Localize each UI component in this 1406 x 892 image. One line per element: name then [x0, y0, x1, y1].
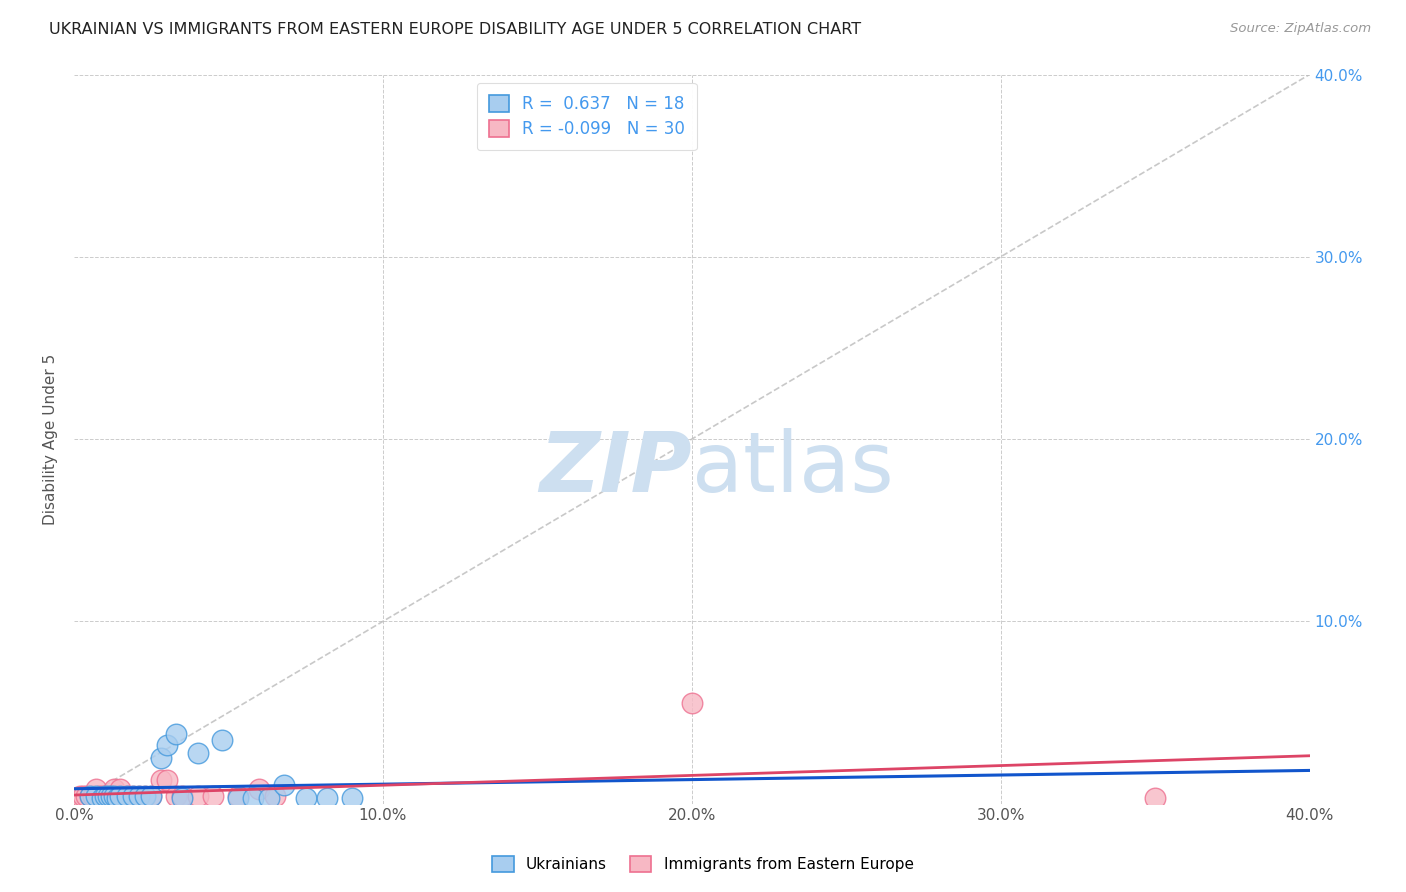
Point — [103, 782, 125, 797]
Point — [242, 791, 264, 805]
Text: UKRAINIAN VS IMMIGRANTS FROM EASTERN EUROPE DISABILITY AGE UNDER 5 CORRELATION C: UKRAINIAN VS IMMIGRANTS FROM EASTERN EUR… — [49, 22, 862, 37]
Point — [84, 782, 107, 797]
Point — [121, 789, 143, 804]
Point — [134, 789, 156, 804]
Point — [82, 789, 104, 804]
Point — [87, 789, 110, 804]
Point — [681, 697, 703, 711]
Point — [115, 789, 138, 804]
Point — [100, 789, 122, 804]
Point — [156, 772, 179, 787]
Point — [156, 739, 179, 753]
Point — [226, 791, 249, 805]
Point — [69, 789, 91, 804]
Point — [149, 772, 172, 787]
Point — [316, 791, 339, 805]
Point — [97, 789, 120, 804]
Legend: R =  0.637   N = 18, R = -0.099   N = 30: R = 0.637 N = 18, R = -0.099 N = 30 — [477, 83, 696, 150]
Text: Source: ZipAtlas.com: Source: ZipAtlas.com — [1230, 22, 1371, 36]
Point — [90, 791, 112, 805]
Point — [340, 791, 363, 805]
Point — [247, 782, 270, 797]
Point — [202, 789, 225, 804]
Point — [134, 789, 156, 804]
Point — [165, 789, 187, 804]
Point — [141, 789, 163, 804]
Point — [187, 746, 209, 760]
Point — [128, 789, 150, 804]
Point — [128, 789, 150, 804]
Point — [294, 791, 316, 805]
Point — [103, 789, 125, 804]
Point — [105, 789, 128, 804]
Point — [79, 789, 101, 804]
Point — [149, 751, 172, 765]
Point — [72, 789, 94, 804]
Point — [100, 789, 122, 804]
Point — [187, 789, 209, 804]
Text: atlas: atlas — [692, 428, 894, 508]
Point — [273, 778, 295, 792]
Point — [90, 789, 112, 804]
Text: ZIP: ZIP — [538, 428, 692, 508]
Point — [94, 789, 117, 804]
Point — [165, 727, 187, 741]
Point — [110, 782, 132, 797]
Point — [263, 789, 285, 804]
Point — [97, 789, 120, 804]
Point — [75, 789, 97, 804]
Point — [79, 789, 101, 804]
Legend: Ukrainians, Immigrants from Eastern Europe: Ukrainians, Immigrants from Eastern Euro… — [485, 848, 921, 880]
Point — [1144, 791, 1167, 805]
Point — [115, 789, 138, 804]
Point — [226, 789, 249, 804]
Point — [141, 789, 163, 804]
Point — [110, 789, 132, 804]
Point — [211, 732, 233, 747]
Point — [172, 789, 194, 804]
Point — [84, 789, 107, 804]
Point — [105, 791, 128, 805]
Point — [172, 791, 194, 805]
Point — [94, 789, 117, 804]
Point — [121, 789, 143, 804]
Y-axis label: Disability Age Under 5: Disability Age Under 5 — [44, 353, 58, 524]
Point — [257, 791, 280, 805]
